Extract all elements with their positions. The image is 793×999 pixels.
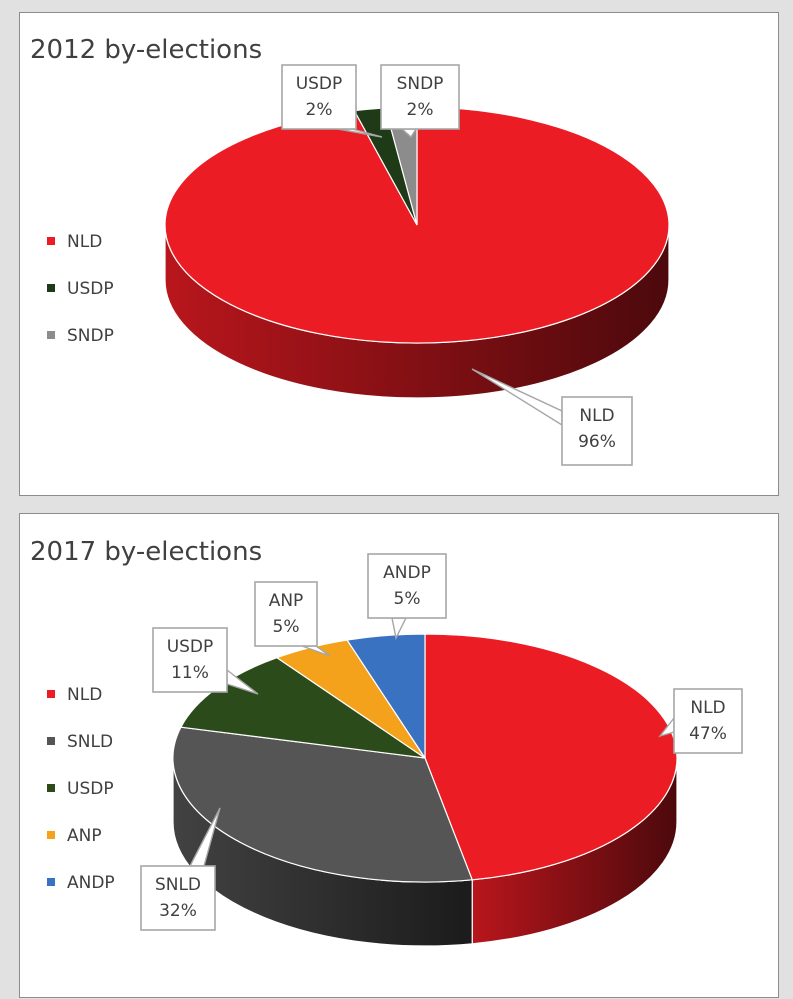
pie-slices: [164, 106, 670, 344]
chart-panel-2017: 2017 by-elections NLD SNLD USDP ANP ANDP NLD 4…: [19, 513, 779, 998]
chart-panel-2012: 2012 by-elections NLD USDP SNDP NLD 96% USDP 2…: [19, 12, 779, 496]
chart-title: 2012 by-elections: [30, 35, 262, 65]
legend-label: NLD: [67, 232, 102, 252]
callout-value: 2%: [306, 100, 333, 120]
legend-label: USDP: [67, 279, 114, 299]
pie-slices: [172, 633, 678, 883]
legend-swatch: [47, 878, 55, 886]
callout-category: ANP: [269, 591, 304, 611]
legend-item-nld: NLD: [47, 232, 102, 252]
data-label-snld: SNLD 32%: [140, 807, 221, 931]
legend-swatch: [47, 237, 55, 245]
legend-label: USDP: [67, 779, 114, 799]
callout-box: [152, 627, 228, 693]
data-label-anp: ANP 5%: [254, 581, 331, 657]
legend-swatch: [47, 737, 55, 745]
callout-box: [140, 865, 216, 931]
legend-item-andp: ANDP: [47, 873, 115, 893]
legend-label: SNLD: [67, 732, 113, 752]
callout-box: [254, 581, 318, 647]
callout-value: 96%: [578, 432, 616, 452]
legend-item-usdp: USDP: [47, 779, 114, 799]
legend-item-sndp: SNDP: [47, 326, 114, 346]
legend-item-snld: SNLD: [47, 732, 113, 752]
data-label-usdp: USDP 2%: [281, 64, 383, 138]
legend-label: ANDP: [67, 873, 115, 893]
legend: NLD USDP SNDP: [47, 232, 114, 346]
callout-box: [281, 64, 357, 130]
data-label-nld: NLD 47%: [658, 688, 743, 754]
legend-label: NLD: [67, 685, 102, 705]
callout-value: 11%: [171, 663, 209, 683]
pie-slice-snld: [172, 726, 474, 883]
callout-box: [673, 688, 743, 754]
legend-item-anp: ANP: [47, 826, 102, 846]
callout-category: NLD: [690, 698, 725, 718]
data-label-nld: NLD 96%: [471, 368, 633, 466]
legend-swatch: [47, 284, 55, 292]
callout-value: 5%: [273, 617, 300, 637]
legend-item-nld: NLD: [47, 685, 102, 705]
legend-label: SNDP: [67, 326, 114, 346]
legend-swatch: [47, 690, 55, 698]
callout-category: ANDP: [383, 563, 431, 583]
callout-box: [380, 64, 460, 130]
callout-value: 32%: [159, 901, 197, 921]
callout-box: [367, 553, 447, 619]
legend-item-usdp: USDP: [47, 279, 114, 299]
callout-category: SNLD: [155, 875, 201, 895]
data-labels: NLD 47% SNLD 32% USDP 11% ANP 5% ANDP 5%: [140, 553, 743, 931]
pie-chart-2017: 2017 by-elections NLD SNLD USDP ANP ANDP NLD 4…: [30, 537, 743, 947]
callout-value: 5%: [394, 589, 421, 609]
callout-category: NLD: [579, 406, 614, 426]
callout-category: SNDP: [397, 74, 444, 94]
legend-swatch: [47, 331, 55, 339]
data-label-usdp: USDP 11%: [152, 627, 259, 695]
data-label-andp: ANDP 5%: [367, 553, 447, 641]
callout-value: 2%: [407, 100, 434, 120]
pie-slice-andp: [346, 633, 426, 760]
legend-swatch: [47, 784, 55, 792]
callout-category: USDP: [296, 74, 343, 94]
pie-chart-2012: 2012 by-elections NLD USDP SNDP NLD 96% USDP 2…: [30, 35, 670, 466]
callout-box: [561, 396, 633, 466]
legend: NLD SNLD USDP ANP ANDP: [47, 685, 115, 893]
legend-swatch: [47, 831, 55, 839]
callout-value: 47%: [689, 724, 727, 744]
data-labels: NLD 96% USDP 2% SNDP 2%: [281, 64, 633, 466]
legend-label: ANP: [67, 826, 102, 846]
callout-category: USDP: [167, 637, 214, 657]
data-label-sndp: SNDP 2%: [380, 64, 460, 139]
chart-title: 2017 by-elections: [30, 537, 262, 567]
